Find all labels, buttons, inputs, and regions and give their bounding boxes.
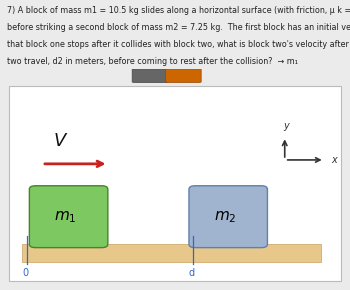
FancyBboxPatch shape	[166, 69, 201, 83]
Text: 0: 0	[22, 268, 28, 278]
FancyBboxPatch shape	[9, 86, 341, 281]
Text: d: d	[189, 268, 195, 278]
FancyBboxPatch shape	[22, 244, 321, 262]
Text: y: y	[284, 121, 289, 130]
Text: two travel, d2 in meters, before coming to rest after the collision?  → m₁: two travel, d2 in meters, before coming …	[7, 57, 298, 66]
Text: x: x	[331, 155, 337, 165]
Text: V: V	[54, 132, 66, 150]
Text: that block one stops after it collides with block two, what is block two's veloc: that block one stops after it collides w…	[7, 40, 350, 49]
Text: $m_2$: $m_2$	[214, 209, 236, 224]
FancyBboxPatch shape	[29, 186, 108, 248]
FancyBboxPatch shape	[189, 186, 267, 248]
Text: $m_1$: $m_1$	[54, 209, 77, 224]
Text: 7) A block of mass m1 = 10.5 kg slides along a horizontal surface (with friction: 7) A block of mass m1 = 10.5 kg slides a…	[7, 6, 350, 15]
Text: before striking a second block of mass m2 = 7.25 kg.  The first block has an ini: before striking a second block of mass m…	[7, 23, 350, 32]
FancyBboxPatch shape	[132, 69, 168, 83]
